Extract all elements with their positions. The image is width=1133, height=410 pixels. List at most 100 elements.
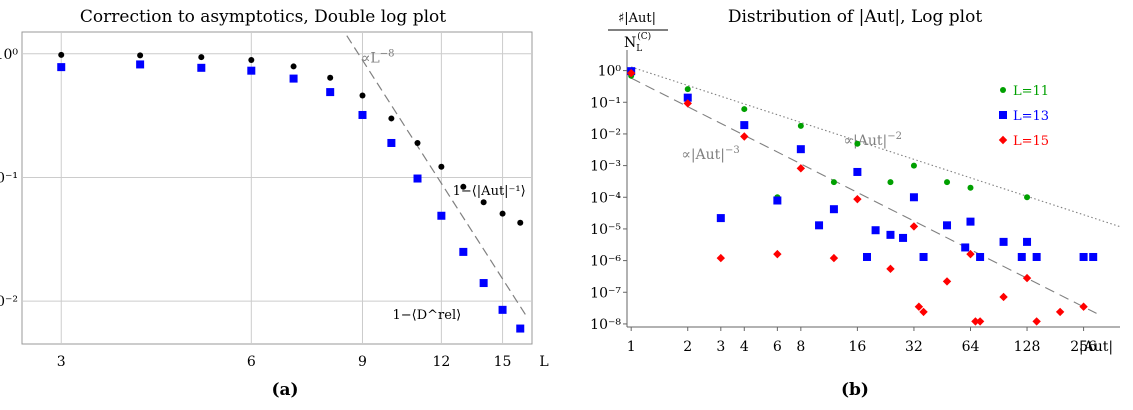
panel-b-series-2-point	[853, 167, 862, 176]
panel-a-series-1-point	[388, 115, 395, 122]
panel-a-x-axis-label: L	[539, 354, 548, 370]
panel-b-x-tick-label: 64	[962, 339, 980, 355]
panel-b-marks	[626, 67, 1098, 326]
panel-b-series-3-point	[1055, 307, 1065, 317]
panel-b-y-tick-label: 10⁻⁷	[590, 285, 621, 301]
panel-b-series-3-point	[999, 292, 1008, 302]
panel-b-x-tick-label: 4	[740, 339, 749, 355]
panel-b-series-2-point	[943, 221, 952, 230]
panel-a-labels: 1−⟨|Aut|⁻¹⟩ 1−⟨D^rel⟩ ∝L−8	[361, 49, 526, 323]
panel-b-x-tick-label: 16	[848, 339, 866, 355]
panel-b-series-1-point	[1024, 194, 1031, 201]
panel-b-series-3-point	[1022, 273, 1032, 283]
panel-b-legend-3-marker	[998, 135, 1008, 145]
panel-b-series-2-point	[740, 121, 749, 130]
panel-b-series-3-point	[966, 249, 975, 259]
panel-b-series-1-point	[741, 106, 748, 113]
panel-b-legend: L=11 L=13 L=15	[998, 84, 1049, 149]
panel-b-series-1-point	[684, 86, 691, 93]
panel-b-series-3-point	[796, 164, 806, 173]
panel-b-x-tick-label: 128	[1014, 339, 1041, 355]
panel-b-series-3-point	[740, 132, 749, 141]
panel-b-title: Distribution of |Aut|, Log plot	[728, 7, 982, 27]
panel-b-caption: (b)	[841, 380, 869, 400]
panel-b-x-tick-label: 32	[905, 339, 923, 355]
panel-a-series-2-point	[197, 63, 206, 72]
panel-b-series-2-point	[815, 221, 824, 230]
panel-b-legend-3-label: L=15	[1013, 134, 1049, 149]
panel-b-series-2-point	[1017, 252, 1026, 261]
panel-a-plot-area	[21, 31, 533, 345]
panel-a-series-2-label: 1−⟨D^rel⟩	[393, 308, 462, 323]
panel-b-series-2-point	[1089, 252, 1098, 261]
panel-a-y-tick-label: 10⁻²	[0, 294, 18, 310]
panel-b-reference-lines: ∝|Aut|−2 ∝|Aut|−3	[630, 66, 1121, 314]
panel-b-series-3-point	[914, 302, 924, 311]
panel-b-series-2-point	[1032, 252, 1041, 261]
panel-b-series-2-point	[871, 226, 880, 235]
panel-b-series-2-point	[773, 196, 782, 205]
panel-b-series-2-point	[976, 252, 985, 261]
panel-b-series-1-point	[830, 179, 837, 186]
panel-b-y-tick-label: 10⁻³	[590, 159, 621, 175]
panel-b: Distribution of |Aut|, Log plot ♯|Aut| NL…	[590, 7, 1121, 400]
panel-a-reference-line-mark	[346, 35, 526, 315]
panel-b-series-1-point	[887, 179, 894, 186]
panel-a-series-2-point	[57, 63, 66, 72]
panel-b-series-2-point	[796, 145, 805, 154]
panel-a-axes: 3 6 9 12 15 10⁰ 10⁻¹ 10⁻² L	[0, 47, 549, 370]
panel-b-series-3-point	[716, 253, 726, 263]
panel-b-x-tick-label: 1	[627, 339, 636, 355]
panel-a-series-1-point	[438, 163, 445, 170]
panel-a-series-2-point	[136, 60, 145, 69]
panel-b-reference-line-2-mark	[630, 77, 1097, 314]
panel-b-y-tick-label: 10⁰	[598, 64, 622, 80]
panel-b-series-1-point	[854, 140, 861, 147]
panel-b-series-3-point	[942, 277, 952, 286]
panel-b-y-tick-label: 10⁻⁵	[590, 222, 621, 238]
panel-b-series-2-point	[961, 243, 970, 252]
panel-b-y-axis-label: ♯|Aut| NL(C)	[608, 11, 668, 54]
panel-b-series-3-point	[909, 222, 919, 231]
panel-b-x-tick-label: 6	[773, 339, 782, 355]
panel-b-series-2-point	[909, 193, 918, 202]
panel-a-reference-line-label: ∝L−8	[361, 49, 395, 67]
panel-a-grid	[22, 32, 532, 344]
panel-a-title: Correction to asymptotics, Double log pl…	[80, 7, 446, 27]
panel-b-y-tick-label: 10⁻²	[590, 127, 621, 143]
panel-a: Correction to asymptotics, Double log pl…	[0, 7, 549, 400]
panel-b-y-label-denominator: NL(C)	[624, 31, 651, 54]
panel-b-series-1-point	[910, 162, 917, 169]
panel-b-y-tick-label: 10⁻⁸	[590, 317, 621, 333]
panel-a-series-1-point	[414, 139, 421, 146]
panel-b-reference-line-2-label: ∝|Aut|−3	[681, 145, 739, 163]
panel-b-axes: 1 2 3 4 6 8 16 32 64 128 256 10⁰ 10⁻¹ 10⁻² 10⁻³ 10⁻⁴ 10⁻…	[590, 50, 1120, 355]
panel-a-series-1-point	[58, 51, 65, 58]
panel-b-reference-line-1-mark	[631, 66, 1121, 228]
panel-a-y-tick-label: 10⁰	[0, 47, 18, 63]
panel-a-x-tick-label: 3	[57, 354, 66, 370]
panel-a-series-1-point	[248, 57, 255, 64]
panel-b-series-3-point	[773, 249, 782, 259]
panel-b-series-2-point	[716, 214, 725, 223]
panel-b-series-3-point	[829, 253, 839, 263]
panel-b-series-2-point	[886, 230, 895, 239]
panel-a-series-2-point	[459, 247, 468, 256]
panel-a-series-2-point	[437, 211, 446, 220]
panel-b-y-tick-label: 10⁻⁴	[590, 190, 621, 206]
panel-a-marks	[57, 51, 525, 333]
panel-a-series-2-point	[387, 138, 396, 147]
panel-a-series-1-point	[359, 92, 366, 99]
panel-b-series-2-point	[829, 205, 838, 214]
panel-b-y-tick-label: 10⁻¹	[590, 95, 621, 111]
panel-a-series-2-point	[479, 279, 488, 288]
panel-b-legend-1-marker	[1000, 87, 1006, 93]
panel-b-legend-2-marker	[999, 111, 1007, 119]
panel-b-x-tick-label: 2	[683, 339, 692, 355]
panel-a-series-1-point	[460, 183, 467, 190]
panel-b-series-1-point	[944, 179, 951, 186]
panel-b-series-3-point	[1079, 302, 1088, 311]
panel-a-series-2-point	[289, 74, 298, 83]
panel-b-series-3-point	[886, 264, 895, 274]
